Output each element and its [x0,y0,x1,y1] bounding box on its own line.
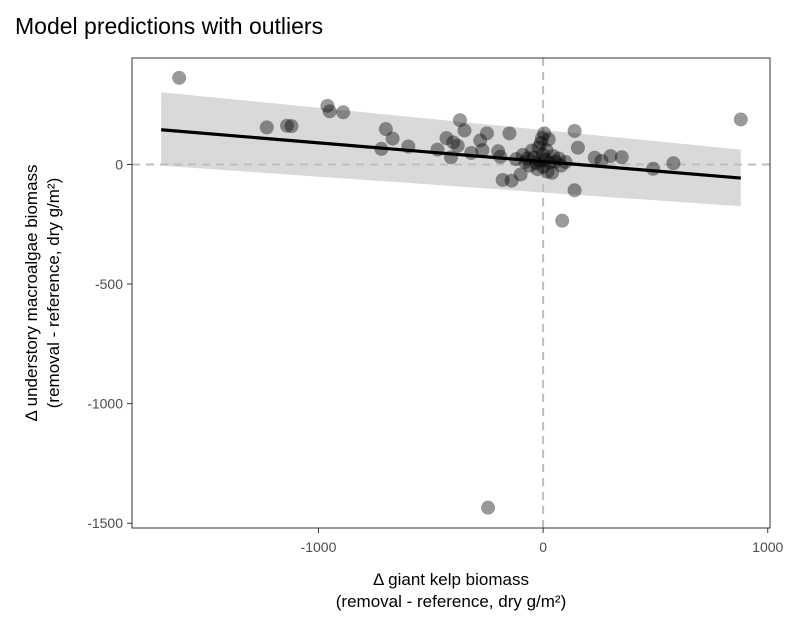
data-point [567,123,582,138]
data-point [493,149,508,164]
data-point [479,126,494,141]
data-point [666,156,681,171]
regression-line [161,128,741,180]
data-point [385,131,400,146]
data-point [513,167,528,182]
data-point [172,70,187,85]
data-point [481,500,496,515]
data-point [452,113,467,128]
data-point [450,138,465,153]
data-point [336,105,351,120]
axis-titles: Δ giant kelp biomass (removal - reference… [22,164,566,611]
data-point [529,156,544,171]
data-point [446,135,461,150]
data-point [532,153,547,168]
data-point [518,155,533,170]
data-point [491,144,506,159]
x-axis-subtitle: (removal - reference, dry g/m²) [336,592,567,611]
data-point [473,133,488,148]
data-point [733,112,748,127]
data-point [537,126,552,141]
data-point [430,142,445,157]
data-point [554,158,569,173]
data-point [646,161,661,176]
data-point [551,151,566,166]
data-point [570,140,585,155]
y-tick-label: -500 [95,276,123,292]
data-point [531,140,546,155]
data-point [594,153,609,168]
data-point [539,143,554,158]
y-tick-label: -1000 [87,396,123,412]
data-point [457,123,472,138]
y-axis-subtitle: (removal - reference, dry g/m²) [44,178,63,409]
x-axis-title: Δ giant kelp biomass [373,570,529,589]
data-point [439,131,454,146]
data-point [587,150,602,165]
data-point [524,143,539,158]
x-tick-label: 0 [539,539,547,555]
data-point [475,143,490,158]
data-point [541,132,556,147]
data-point [558,155,573,170]
data-point [530,162,545,177]
data-point [527,150,542,165]
data-point [548,154,563,169]
data-point [534,131,549,146]
data-point [502,126,517,141]
data-point [567,183,582,198]
data-point [509,152,524,167]
y-axis: -1500 -1000 -500 0 [87,156,132,531]
y-tick-label: -1500 [87,515,123,531]
data-point [520,151,535,166]
plot-panel-border [131,57,771,529]
y-axis-title: Δ understory macroalgae biomass [22,164,41,421]
data-point [444,150,458,165]
x-tick-label: 1000 [752,539,783,555]
y-tick-label: 0 [115,156,123,172]
data-point [401,139,416,154]
data-point [603,149,618,164]
data-point [536,159,551,174]
data-point [538,152,553,167]
x-axis: -1000 0 1000 [301,528,784,555]
x-tick-label: -1000 [301,539,337,555]
confidence-band [161,92,741,207]
data-point [320,98,335,113]
data-points [172,70,748,515]
data-point [614,150,629,165]
data-point [536,147,551,162]
fit-line-layer [161,128,741,180]
data-point [259,120,274,135]
data-point [555,213,570,228]
data-point [533,135,548,150]
data-point [280,118,295,133]
data-point [495,172,510,187]
data-point [504,173,519,188]
data-point [546,149,561,164]
data-point [322,104,337,119]
data-point [284,119,299,134]
data-point [540,164,555,179]
chart-title: Model predictions with outliers [15,13,323,39]
data-point [374,141,389,156]
data-point [378,122,393,137]
data-point [542,155,557,170]
data-point [464,145,479,160]
confidence-band-layer [161,92,741,207]
data-point [515,147,530,162]
data-point [545,165,560,180]
data-point [522,158,537,173]
